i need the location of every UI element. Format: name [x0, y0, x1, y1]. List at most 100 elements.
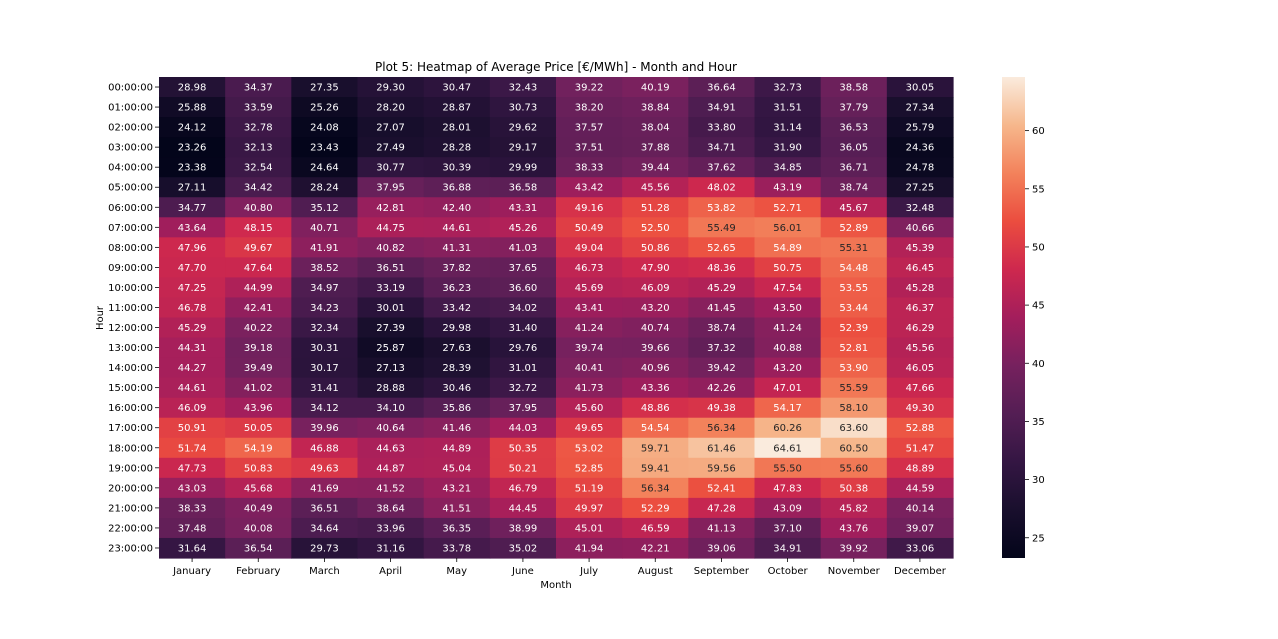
cell-value-label: 36.53 [839, 123, 868, 134]
cell-value-label: 45.29 [707, 283, 736, 294]
heatmap-cell [754, 377, 822, 399]
cell-value-label: 29.73 [310, 543, 339, 554]
heatmap-cell [357, 497, 425, 519]
heatmap-cell [357, 177, 425, 198]
heatmap-cell [489, 297, 557, 319]
heatmap-cell [556, 197, 623, 218]
colorbar-tick-label: 45 [1032, 301, 1045, 312]
heatmap-cell [159, 337, 226, 359]
heatmap-cell [423, 297, 491, 319]
cell-value-label: 41.51 [442, 503, 471, 514]
heatmap-cell [754, 117, 822, 138]
cell-value-label: 39.42 [707, 363, 736, 374]
cell-value-label: 38.74 [707, 323, 736, 334]
heatmap-cell [423, 197, 491, 218]
cell-value-label: 39.07 [906, 523, 935, 534]
cell-value-label: 41.31 [442, 243, 471, 254]
heatmap-cell [159, 217, 226, 238]
cell-value-label: 27.39 [376, 323, 405, 334]
cell-value-label: 36.51 [376, 263, 405, 274]
cell-value-label: 27.35 [310, 83, 339, 94]
heatmap-cell [886, 117, 954, 138]
cell-value-label: 33.19 [376, 283, 405, 294]
cell-value-label: 37.51 [575, 143, 604, 154]
y-tick-label: 16:00:00 [108, 403, 153, 414]
cell-value-label: 32.43 [509, 83, 538, 94]
cell-value-label: 38.84 [641, 103, 670, 114]
heatmap-cell [489, 477, 557, 499]
heatmap-cell [225, 437, 292, 459]
heatmap-cell [291, 217, 359, 238]
y-tick-label: 17:00:00 [108, 423, 153, 434]
cell-value-label: 27.63 [442, 343, 471, 354]
cell-value-label: 36.05 [839, 143, 868, 154]
x-tick-label: December [894, 566, 947, 577]
cell-value-label: 34.91 [773, 543, 802, 554]
heatmap-cell [622, 377, 689, 399]
cell-value-label: 40.41 [575, 363, 604, 374]
heatmap-cell [688, 377, 756, 399]
heatmap-cell [159, 297, 226, 319]
cell-value-label: 35.86 [442, 403, 471, 414]
cell-value-label: 34.91 [707, 103, 736, 114]
cell-value-label: 34.23 [310, 303, 339, 314]
heatmap-cell [489, 437, 557, 459]
heatmap-cell [291, 357, 359, 379]
heatmap-cell [225, 417, 292, 439]
cell-value-label: 24.08 [310, 123, 339, 134]
cell-value-label: 42.26 [707, 383, 736, 394]
cell-value-label: 29.98 [442, 323, 471, 334]
heatmap-cell [556, 377, 623, 399]
cell-value-label: 36.51 [310, 503, 339, 514]
cell-value-label: 45.56 [641, 183, 670, 194]
cell-value-label: 42.41 [244, 303, 273, 314]
cell-value-label: 28.87 [442, 103, 471, 114]
cell-value-label: 44.03 [509, 423, 538, 434]
x-tick-label: April [379, 566, 402, 577]
heatmap-cell [225, 277, 292, 299]
heatmap-cell [489, 497, 557, 519]
heatmap-cell [886, 137, 954, 158]
cell-value-label: 44.63 [376, 443, 405, 454]
colorbar-tick-label: 25 [1032, 533, 1045, 544]
heatmap-cell [886, 317, 954, 339]
heatmap-cell [489, 317, 557, 339]
cell-value-label: 59.56 [707, 463, 736, 474]
heatmap-cell [622, 157, 689, 178]
heatmap-cell [357, 357, 425, 379]
cell-value-label: 50.21 [509, 463, 538, 474]
heatmap-cell [357, 377, 425, 399]
cell-value-label: 29.76 [509, 343, 538, 354]
cell-value-label: 50.49 [575, 223, 604, 234]
cell-value-label: 49.63 [310, 463, 339, 474]
cell-value-label: 37.88 [641, 143, 670, 154]
cell-value-label: 55.59 [839, 383, 868, 394]
heatmap-cell [754, 197, 822, 218]
cell-value-label: 45.68 [244, 483, 273, 494]
heatmap-cell [291, 257, 359, 279]
cell-value-label: 53.90 [839, 363, 868, 374]
heatmap-cells: 28.98 34.37 27.35 29.30 30.47 32.43 39.22 40.19… [159, 77, 954, 559]
heatmap-cell [622, 117, 689, 138]
heatmap-cell [291, 437, 359, 459]
cell-value-label: 39.44 [641, 163, 670, 174]
heatmap-cell [556, 217, 623, 238]
cell-value-label: 43.21 [442, 483, 471, 494]
cell-value-label: 41.94 [575, 543, 604, 554]
heatmap-cell [489, 457, 557, 479]
cell-value-label: 31.64 [178, 543, 207, 554]
heatmap-cell [489, 197, 557, 218]
heatmap-cell [423, 517, 491, 539]
cell-value-label: 31.16 [376, 543, 405, 554]
cell-value-label: 46.29 [906, 323, 935, 334]
cell-value-label: 30.39 [442, 163, 471, 174]
heatmap-cell [423, 97, 491, 118]
heatmap-cell [556, 537, 623, 559]
cell-value-label: 35.12 [310, 203, 339, 214]
cell-value-label: 39.18 [244, 343, 273, 354]
x-tick-label: November [828, 566, 881, 577]
cell-value-label: 24.78 [906, 163, 935, 174]
heatmap-cell [556, 137, 623, 158]
cell-value-label: 42.40 [442, 203, 471, 214]
heatmap-cell [291, 157, 359, 178]
